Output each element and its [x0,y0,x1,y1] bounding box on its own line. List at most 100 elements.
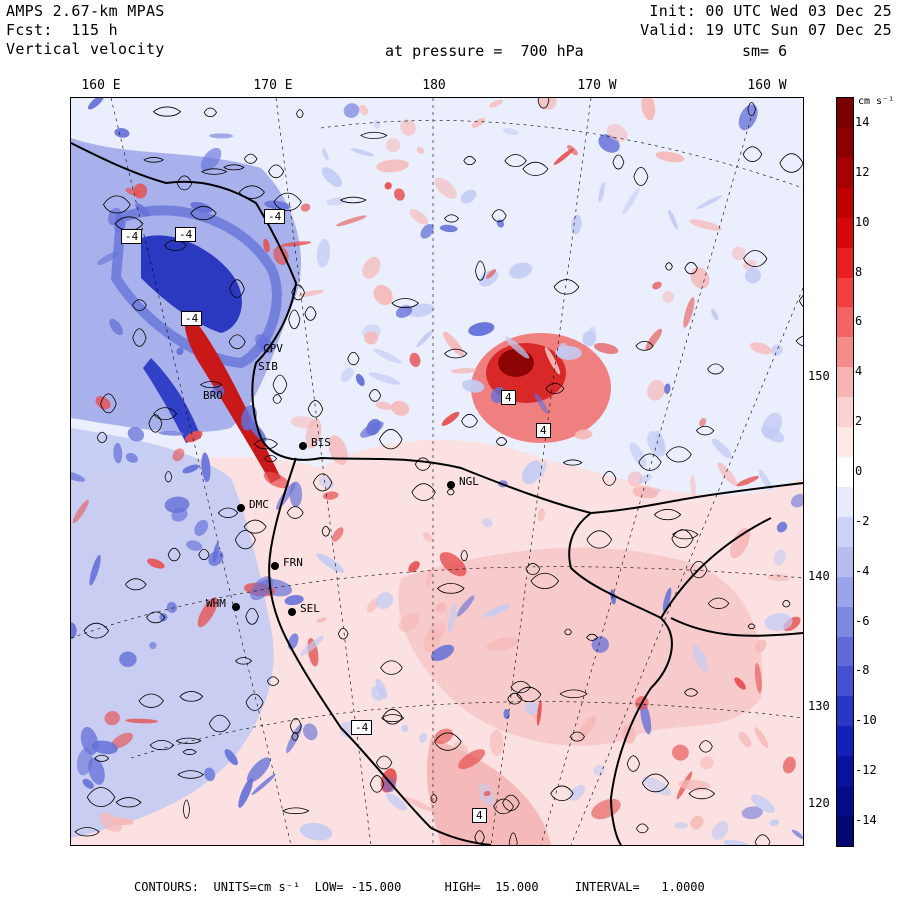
velocity-cell [456,595,475,617]
velocity-cell [439,224,458,233]
header-right: Init: 00 UTC Wed 03 Dec 25 Valid: 19 UTC … [640,2,892,40]
contour-loop [164,471,173,483]
velocity-cell [408,561,420,573]
velocity-cell [321,167,343,187]
contour-loop [268,164,285,179]
contour-loop [782,599,791,608]
velocity-cell [790,493,803,508]
velocity-cell [553,148,574,165]
velocity-cell [250,576,274,601]
velocity-cell [468,322,495,337]
contour-loop [296,109,304,119]
colorbar-cell [837,157,853,189]
contour-loop [638,453,662,471]
velocity-cell [382,777,396,793]
colorbar-cell [837,696,853,727]
velocity-cell [355,373,365,387]
velocity-cell [375,592,394,609]
velocity-cell [442,331,464,357]
contour-loop [474,830,485,845]
velocity-cell [286,723,303,754]
contour-loop [228,334,246,350]
velocity-cell [741,806,763,820]
velocity-cell [749,342,773,355]
contour-loop [444,214,459,223]
contour-loop [272,374,288,395]
velocity-cell [734,677,746,690]
contour-loop [369,775,385,793]
velocity-cell [91,740,119,755]
velocity-cell [458,749,486,770]
velocity-cell [158,430,185,436]
velocity-cell [732,246,746,261]
colorbar-cell [837,546,853,578]
velocity-cell [322,148,329,161]
contour-loop [190,206,217,221]
velocity-cell [71,471,86,482]
contour-loop [586,530,613,549]
velocity-cell [273,245,289,265]
contour-lines [74,98,803,845]
velocity-cell [125,718,158,724]
colorbar-cell [837,367,853,398]
velocity-cell [114,128,130,138]
colorbar-cell [837,427,853,458]
velocity-cell [404,797,433,812]
velocity-cell [111,732,133,749]
velocity-cell [540,461,547,478]
velocity-cell [754,662,762,694]
contour-loop [102,195,131,214]
contour-loop [602,470,617,486]
velocity-cell [398,612,420,633]
contour-loop [339,196,367,204]
colorbar-cell [837,666,853,697]
velocity-cell [451,368,477,374]
colorbar-tick-label: 4 [855,364,863,379]
contour-loop [798,295,803,307]
contour-loop [291,732,299,741]
contour-loop [569,731,585,742]
colorbar-cell [837,127,853,159]
velocity-cell [99,812,123,833]
low-label: -4 [351,720,373,735]
velocity-cell [522,460,543,485]
velocity-cell [362,256,381,279]
contour-loop [430,793,438,803]
velocity-cell [690,267,710,289]
map-panel[interactable]: CPV SIB BRO BIS NGL DMC FRN WHM SEL -4 -… [70,97,804,846]
velocity-cell [71,622,77,639]
velocity-cell [489,99,503,108]
colorbar-cell [837,98,853,129]
coastlines [71,142,803,845]
velocity-cell [447,602,457,634]
contour-loop [198,548,210,561]
velocity-cell [645,328,662,351]
lat-label-150w: 150 W [808,369,845,383]
smoothing-label: sm= 6 [742,42,788,60]
contour-loop [132,299,147,311]
contour-loop [115,797,142,808]
contour-loop [461,413,478,428]
contour-loop [653,508,682,521]
velocity-cell [591,636,609,653]
high-label: 4 [501,390,516,405]
contour-loop [530,572,560,589]
velocity-cell [509,262,533,279]
contour-loop [707,363,725,375]
contour-loop [641,773,670,793]
velocity-cell [460,189,477,204]
contour-loop [208,714,231,733]
contour-loop [100,393,117,414]
contour-loop [272,394,282,404]
velocity-cell [300,635,324,656]
contour-loop [504,154,527,168]
contour-loop [223,164,245,171]
contour-loop [754,834,771,845]
velocity-cell [776,521,788,533]
velocity-cell [711,438,732,459]
velocity-cell [711,308,719,321]
velocity-cell [395,305,413,318]
colorbar-cell [837,486,853,518]
colorbar-cell [837,576,853,608]
velocity-cell [280,241,312,247]
